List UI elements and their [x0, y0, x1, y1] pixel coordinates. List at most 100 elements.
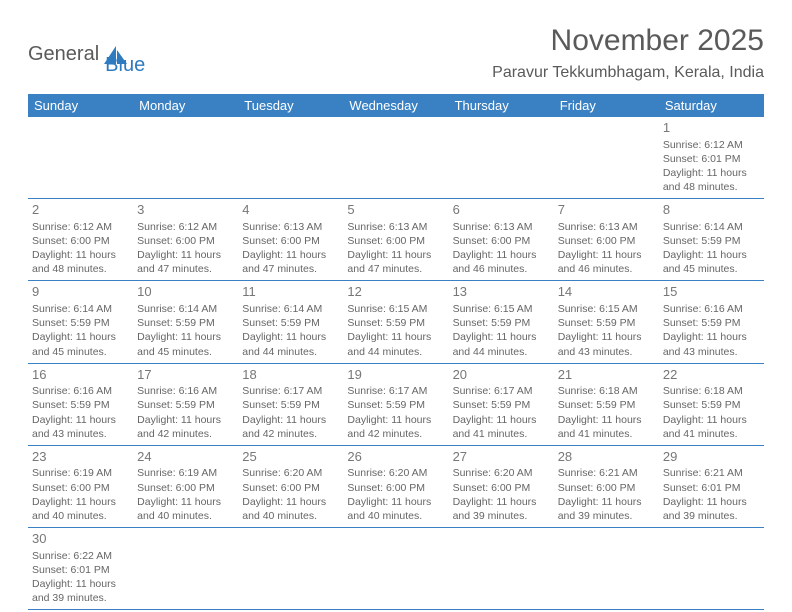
weekday-header: Sunday — [28, 94, 133, 117]
sunrise-text: Sunrise: 6:14 AM — [242, 302, 339, 316]
daylight-text: Daylight: 11 hours and 48 minutes. — [32, 248, 129, 276]
sunset-text: Sunset: 5:59 PM — [242, 398, 339, 412]
calendar-empty-cell — [133, 528, 238, 610]
sunset-text: Sunset: 6:00 PM — [137, 234, 234, 248]
location: Paravur Tekkumbhagam, Kerala, India — [492, 64, 764, 82]
daylight-text: Daylight: 11 hours and 39 minutes. — [558, 495, 655, 523]
day-number: 28 — [558, 448, 655, 466]
daylight-text: Daylight: 11 hours and 47 minutes. — [242, 248, 339, 276]
calendar-day-cell: 22Sunrise: 6:18 AMSunset: 5:59 PMDayligh… — [659, 363, 764, 445]
sunrise-text: Sunrise: 6:13 AM — [242, 220, 339, 234]
daylight-text: Daylight: 11 hours and 39 minutes. — [663, 495, 760, 523]
title-block: November 2025 Paravur Tekkumbhagam, Kera… — [492, 24, 764, 82]
sunset-text: Sunset: 6:00 PM — [558, 234, 655, 248]
sunset-text: Sunset: 6:00 PM — [137, 481, 234, 495]
sunrise-text: Sunrise: 6:18 AM — [558, 384, 655, 398]
calendar-week-row: 9Sunrise: 6:14 AMSunset: 5:59 PMDaylight… — [28, 281, 764, 363]
calendar-empty-cell — [449, 117, 554, 199]
sunrise-text: Sunrise: 6:22 AM — [32, 549, 129, 563]
logo-text-blue: Blue — [105, 54, 145, 77]
sunrise-text: Sunrise: 6:20 AM — [347, 466, 444, 480]
day-number: 2 — [32, 201, 129, 219]
daylight-text: Daylight: 11 hours and 47 minutes. — [347, 248, 444, 276]
daylight-text: Daylight: 11 hours and 46 minutes. — [558, 248, 655, 276]
weekday-header: Monday — [133, 94, 238, 117]
calendar-day-cell: 8Sunrise: 6:14 AMSunset: 5:59 PMDaylight… — [659, 199, 764, 281]
day-number: 17 — [137, 366, 234, 384]
calendar-day-cell: 9Sunrise: 6:14 AMSunset: 5:59 PMDaylight… — [28, 281, 133, 363]
day-number: 6 — [453, 201, 550, 219]
calendar-empty-cell — [343, 117, 448, 199]
weekday-header: Saturday — [659, 94, 764, 117]
daylight-text: Daylight: 11 hours and 40 minutes. — [32, 495, 129, 523]
sunset-text: Sunset: 5:59 PM — [453, 398, 550, 412]
daylight-text: Daylight: 11 hours and 47 minutes. — [137, 248, 234, 276]
calendar-empty-cell — [133, 117, 238, 199]
sunset-text: Sunset: 5:59 PM — [663, 316, 760, 330]
calendar-day-cell: 7Sunrise: 6:13 AMSunset: 6:00 PMDaylight… — [554, 199, 659, 281]
daylight-text: Daylight: 11 hours and 48 minutes. — [663, 166, 760, 194]
sunset-text: Sunset: 5:59 PM — [242, 316, 339, 330]
sunrise-text: Sunrise: 6:14 AM — [137, 302, 234, 316]
sunset-text: Sunset: 6:00 PM — [32, 234, 129, 248]
sunrise-text: Sunrise: 6:13 AM — [558, 220, 655, 234]
calendar-day-cell: 27Sunrise: 6:20 AMSunset: 6:00 PMDayligh… — [449, 445, 554, 527]
calendar-day-cell: 20Sunrise: 6:17 AMSunset: 5:59 PMDayligh… — [449, 363, 554, 445]
day-number: 3 — [137, 201, 234, 219]
daylight-text: Daylight: 11 hours and 42 minutes. — [347, 413, 444, 441]
calendar-day-cell: 10Sunrise: 6:14 AMSunset: 5:59 PMDayligh… — [133, 281, 238, 363]
sunset-text: Sunset: 5:59 PM — [663, 398, 760, 412]
day-number: 20 — [453, 366, 550, 384]
calendar-week-row: 30Sunrise: 6:22 AMSunset: 6:01 PMDayligh… — [28, 528, 764, 610]
calendar-day-cell: 6Sunrise: 6:13 AMSunset: 6:00 PMDaylight… — [449, 199, 554, 281]
sunrise-text: Sunrise: 6:14 AM — [663, 220, 760, 234]
calendar-body: 1Sunrise: 6:12 AMSunset: 6:01 PMDaylight… — [28, 117, 764, 610]
calendar-week-row: 2Sunrise: 6:12 AMSunset: 6:00 PMDaylight… — [28, 199, 764, 281]
weekday-header: Friday — [554, 94, 659, 117]
sunset-text: Sunset: 5:59 PM — [347, 398, 444, 412]
calendar-day-cell: 11Sunrise: 6:14 AMSunset: 5:59 PMDayligh… — [238, 281, 343, 363]
calendar-day-cell: 30Sunrise: 6:22 AMSunset: 6:01 PMDayligh… — [28, 528, 133, 610]
sunrise-text: Sunrise: 6:21 AM — [558, 466, 655, 480]
daylight-text: Daylight: 11 hours and 45 minutes. — [663, 248, 760, 276]
sunset-text: Sunset: 5:59 PM — [347, 316, 444, 330]
sunset-text: Sunset: 5:59 PM — [558, 398, 655, 412]
weekday-header: Wednesday — [343, 94, 448, 117]
calendar-empty-cell — [449, 528, 554, 610]
day-number: 30 — [32, 530, 129, 548]
sunset-text: Sunset: 5:59 PM — [32, 316, 129, 330]
sunrise-text: Sunrise: 6:14 AM — [32, 302, 129, 316]
day-number: 27 — [453, 448, 550, 466]
sunrise-text: Sunrise: 6:12 AM — [32, 220, 129, 234]
day-number: 29 — [663, 448, 760, 466]
daylight-text: Daylight: 11 hours and 40 minutes. — [242, 495, 339, 523]
daylight-text: Daylight: 11 hours and 43 minutes. — [558, 330, 655, 358]
calendar-day-cell: 25Sunrise: 6:20 AMSunset: 6:00 PMDayligh… — [238, 445, 343, 527]
sunrise-text: Sunrise: 6:18 AM — [663, 384, 760, 398]
sunset-text: Sunset: 6:00 PM — [453, 234, 550, 248]
sunset-text: Sunset: 5:59 PM — [453, 316, 550, 330]
calendar-day-cell: 5Sunrise: 6:13 AMSunset: 6:00 PMDaylight… — [343, 199, 448, 281]
day-number: 19 — [347, 366, 444, 384]
day-number: 16 — [32, 366, 129, 384]
sunset-text: Sunset: 6:01 PM — [32, 563, 129, 577]
calendar-day-cell: 15Sunrise: 6:16 AMSunset: 5:59 PMDayligh… — [659, 281, 764, 363]
sunset-text: Sunset: 6:00 PM — [347, 481, 444, 495]
day-number: 26 — [347, 448, 444, 466]
calendar-day-cell: 16Sunrise: 6:16 AMSunset: 5:59 PMDayligh… — [28, 363, 133, 445]
calendar-day-cell: 29Sunrise: 6:21 AMSunset: 6:01 PMDayligh… — [659, 445, 764, 527]
sunrise-text: Sunrise: 6:13 AM — [347, 220, 444, 234]
sunrise-text: Sunrise: 6:15 AM — [558, 302, 655, 316]
sunset-text: Sunset: 5:59 PM — [137, 398, 234, 412]
sunrise-text: Sunrise: 6:19 AM — [137, 466, 234, 480]
sunrise-text: Sunrise: 6:16 AM — [137, 384, 234, 398]
sunset-text: Sunset: 6:00 PM — [453, 481, 550, 495]
calendar-table: SundayMondayTuesdayWednesdayThursdayFrid… — [28, 94, 764, 610]
daylight-text: Daylight: 11 hours and 44 minutes. — [347, 330, 444, 358]
sunrise-text: Sunrise: 6:16 AM — [32, 384, 129, 398]
calendar-day-cell: 24Sunrise: 6:19 AMSunset: 6:00 PMDayligh… — [133, 445, 238, 527]
calendar-day-cell: 18Sunrise: 6:17 AMSunset: 5:59 PMDayligh… — [238, 363, 343, 445]
calendar-empty-cell — [28, 117, 133, 199]
calendar-empty-cell — [554, 117, 659, 199]
weekday-header: Tuesday — [238, 94, 343, 117]
